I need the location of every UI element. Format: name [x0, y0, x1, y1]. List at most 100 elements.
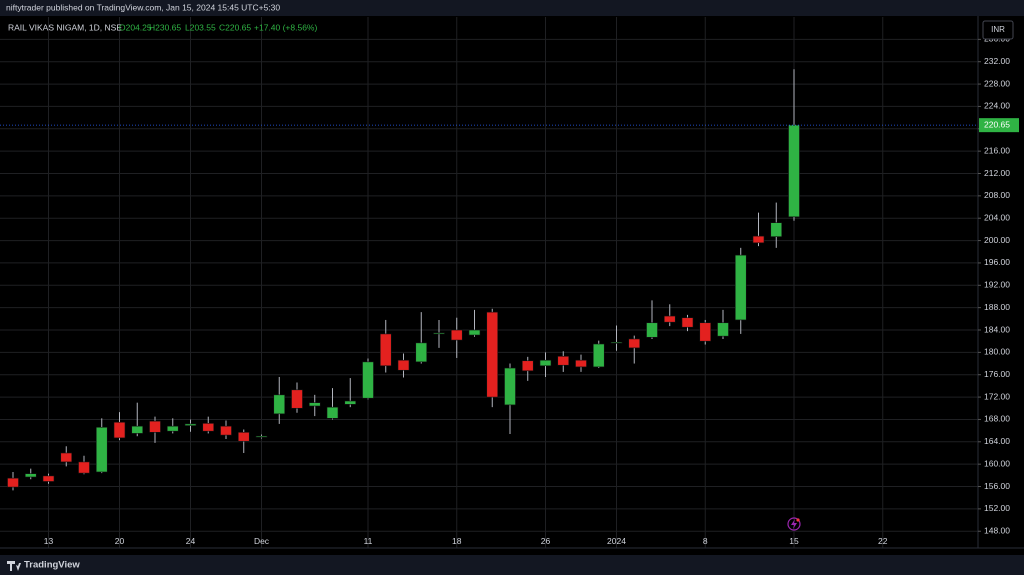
y-tick-label: 232.00: [984, 56, 1010, 66]
currency-box[interactable]: [982, 20, 1014, 40]
x-tick-label: 22: [878, 536, 888, 546]
last-price-label: 220.65: [984, 119, 1010, 129]
y-tick-label: 208.00: [984, 190, 1010, 200]
y-tick-label: 168.00: [984, 414, 1010, 424]
candle-body: [255, 435, 268, 438]
symbol-title: RAIL VIKAS NIGAM, 1D, NSE: [8, 22, 122, 32]
candle-body: [362, 361, 374, 399]
candle-body: [131, 425, 144, 434]
y-tick-label: 188.00: [984, 302, 1010, 312]
candle-body: [521, 360, 534, 372]
candle-body: [504, 367, 516, 406]
y-tick-label: 216.00: [984, 145, 1010, 155]
footer-brand[interactable]: TradingView: [24, 560, 80, 571]
footer-bar: [0, 555, 1024, 575]
y-tick-label: 204.00: [984, 212, 1010, 222]
header-bar: [0, 0, 1024, 16]
x-tick-label: 20: [115, 536, 125, 546]
candle-body: [344, 400, 357, 405]
header-text: niftytrader published on TradingView.com…: [6, 2, 280, 12]
last-price-box: [979, 118, 1019, 133]
candle-body: [220, 425, 232, 436]
event-bolt: [791, 519, 797, 529]
y-tick-label: 156.00: [984, 481, 1010, 491]
candle-body: [95, 426, 108, 473]
candle-body: [628, 338, 641, 349]
candle-body: [433, 332, 445, 335]
candle-body: [770, 222, 783, 237]
candle-body: [681, 317, 694, 328]
y-tick-label: 184.00: [984, 324, 1010, 334]
y-tick-label: 224.00: [984, 101, 1010, 111]
x-tick-label: 11: [364, 536, 373, 546]
candle-body: [42, 475, 55, 482]
candle-body: [237, 431, 250, 442]
candle-body: [326, 406, 339, 419]
legend-value: C220.65: [219, 22, 251, 32]
legend-value: L203.55: [185, 22, 216, 32]
y-tick-label: 172.00: [984, 391, 1010, 401]
x-tick-label: 15: [789, 536, 799, 546]
y-tick-label: 196.00: [984, 257, 1010, 267]
candle-body: [610, 342, 623, 344]
candle-body: [78, 461, 90, 474]
y-tick-label: 192.00: [984, 280, 1010, 290]
x-tick-label: 26: [541, 536, 551, 546]
x-tick-label: 13: [44, 536, 54, 546]
candle-body: [557, 355, 570, 366]
legend-value: O204.25: [119, 22, 152, 32]
candle-body: [468, 329, 481, 336]
y-tick-label: 212.00: [984, 168, 1010, 178]
axes: 148.00 152.00 156.00 160.00 164.00 168.00 172.…: [44, 34, 1019, 546]
y-tick-label: 160.00: [984, 458, 1010, 468]
x-tick-label: Dec: [254, 536, 270, 546]
candle-body: [717, 322, 729, 337]
x-tick-label: 24: [186, 536, 196, 546]
candle-body: [788, 124, 800, 218]
candle-body: [486, 311, 499, 398]
candle-body: [149, 420, 161, 433]
event-icon[interactable]: [787, 517, 801, 531]
y-tick-label: 200.00: [984, 235, 1010, 245]
candles: [0, 69, 978, 491]
candle-body: [291, 389, 303, 409]
candle-body: [184, 423, 197, 426]
y-tick-label: 164.00: [984, 436, 1010, 446]
candle-body: [734, 254, 747, 321]
x-tick-label: 8: [703, 536, 708, 546]
event-dot: [796, 518, 800, 522]
candle-body: [415, 342, 428, 363]
candle-body: [592, 343, 605, 368]
candle-body: [397, 359, 410, 371]
y-tick-label: 228.00: [984, 78, 1010, 88]
candle-body: [379, 333, 392, 367]
y-tick-label: 152.00: [984, 503, 1010, 513]
candle-body: [450, 329, 463, 341]
footer-logo: [7, 561, 21, 571]
candle-body: [539, 359, 552, 367]
x-tick-label: 2024: [607, 536, 626, 546]
y-tick-label: 176.00: [984, 369, 1010, 379]
candle-body: [24, 473, 37, 478]
legend-value: +17.40 (+8.56%): [254, 22, 317, 32]
candle-body: [60, 452, 73, 463]
y-tick-label: 148.00: [984, 525, 1010, 535]
candle-body: [699, 322, 712, 342]
y-tick-label: 180.00: [984, 347, 1010, 357]
candle-body: [646, 322, 658, 338]
candle-body: [166, 425, 179, 432]
candle-body: [308, 402, 321, 407]
candle-body: [752, 235, 765, 244]
currency[interactable]: INR: [991, 25, 1005, 34]
candle-body: [202, 423, 215, 432]
candle-body: [575, 359, 587, 368]
candle-body: [663, 315, 676, 323]
candle-body: [273, 394, 286, 415]
legend-value: H230.65: [149, 22, 181, 32]
candle-body: [113, 421, 126, 439]
candle-body: [7, 477, 19, 488]
